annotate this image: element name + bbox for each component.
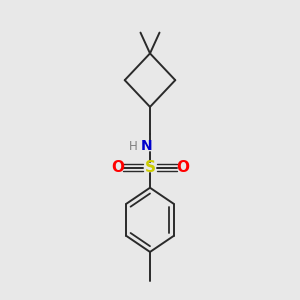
Text: H: H <box>129 140 138 153</box>
Text: O: O <box>176 160 189 175</box>
Text: S: S <box>145 160 155 175</box>
Text: O: O <box>111 160 124 175</box>
Text: N: N <box>141 140 153 153</box>
